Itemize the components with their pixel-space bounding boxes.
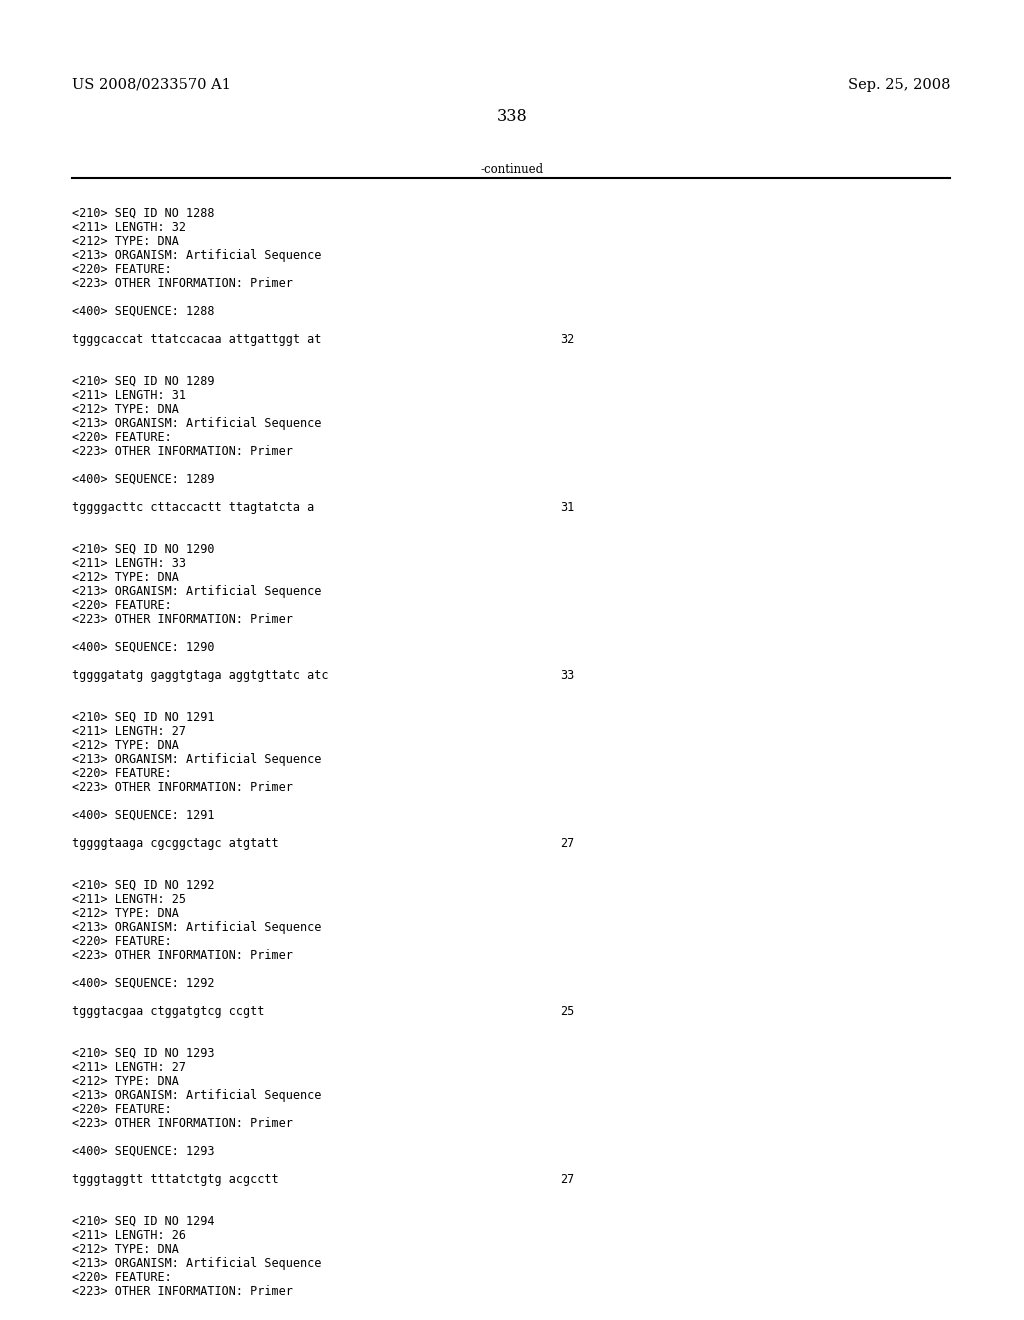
Text: tgggcaccat ttatccacaa attgattggt at: tgggcaccat ttatccacaa attgattggt at [72,333,322,346]
Text: <213> ORGANISM: Artificial Sequence: <213> ORGANISM: Artificial Sequence [72,417,322,430]
Text: US 2008/0233570 A1: US 2008/0233570 A1 [72,78,230,92]
Text: <210> SEQ ID NO 1289: <210> SEQ ID NO 1289 [72,375,214,388]
Text: <210> SEQ ID NO 1291: <210> SEQ ID NO 1291 [72,711,214,723]
Text: <220> FEATURE:: <220> FEATURE: [72,263,172,276]
Text: <220> FEATURE:: <220> FEATURE: [72,1271,172,1284]
Text: <213> ORGANISM: Artificial Sequence: <213> ORGANISM: Artificial Sequence [72,752,322,766]
Text: <223> OTHER INFORMATION: Primer: <223> OTHER INFORMATION: Primer [72,1284,293,1298]
Text: <211> LENGTH: 25: <211> LENGTH: 25 [72,894,186,906]
Text: 31: 31 [560,502,574,513]
Text: tgggtacgaa ctggatgtcg ccgtt: tgggtacgaa ctggatgtcg ccgtt [72,1005,264,1018]
Text: <211> LENGTH: 33: <211> LENGTH: 33 [72,557,186,570]
Text: <212> TYPE: DNA: <212> TYPE: DNA [72,1243,179,1257]
Text: <210> SEQ ID NO 1294: <210> SEQ ID NO 1294 [72,1214,214,1228]
Text: <220> FEATURE:: <220> FEATURE: [72,432,172,444]
Text: <212> TYPE: DNA: <212> TYPE: DNA [72,403,179,416]
Text: tggggacttc cttaccactt ttagtatcta a: tggggacttc cttaccactt ttagtatcta a [72,502,314,513]
Text: tgggtaggtt tttatctgtg acgcctt: tgggtaggtt tttatctgtg acgcctt [72,1173,279,1185]
Text: <212> TYPE: DNA: <212> TYPE: DNA [72,1074,179,1088]
Text: <213> ORGANISM: Artificial Sequence: <213> ORGANISM: Artificial Sequence [72,921,322,935]
Text: <400> SEQUENCE: 1290: <400> SEQUENCE: 1290 [72,642,214,653]
Text: <212> TYPE: DNA: <212> TYPE: DNA [72,235,179,248]
Text: <210> SEQ ID NO 1293: <210> SEQ ID NO 1293 [72,1047,214,1060]
Text: <212> TYPE: DNA: <212> TYPE: DNA [72,572,179,583]
Text: <211> LENGTH: 27: <211> LENGTH: 27 [72,725,186,738]
Text: <211> LENGTH: 27: <211> LENGTH: 27 [72,1061,186,1074]
Text: <400> SEQUENCE: 1288: <400> SEQUENCE: 1288 [72,305,214,318]
Text: 25: 25 [560,1005,574,1018]
Text: <400> SEQUENCE: 1293: <400> SEQUENCE: 1293 [72,1144,214,1158]
Text: <400> SEQUENCE: 1292: <400> SEQUENCE: 1292 [72,977,214,990]
Text: 33: 33 [560,669,574,682]
Text: tggggatatg gaggtgtaga aggtgttatc atc: tggggatatg gaggtgtaga aggtgttatc atc [72,669,329,682]
Text: <220> FEATURE:: <220> FEATURE: [72,767,172,780]
Text: 27: 27 [560,1173,574,1185]
Text: 32: 32 [560,333,574,346]
Text: <220> FEATURE:: <220> FEATURE: [72,599,172,612]
Text: <213> ORGANISM: Artificial Sequence: <213> ORGANISM: Artificial Sequence [72,249,322,261]
Text: <223> OTHER INFORMATION: Primer: <223> OTHER INFORMATION: Primer [72,781,293,795]
Text: <211> LENGTH: 32: <211> LENGTH: 32 [72,220,186,234]
Text: <223> OTHER INFORMATION: Primer: <223> OTHER INFORMATION: Primer [72,1117,293,1130]
Text: <223> OTHER INFORMATION: Primer: <223> OTHER INFORMATION: Primer [72,949,293,962]
Text: <220> FEATURE:: <220> FEATURE: [72,1104,172,1115]
Text: <213> ORGANISM: Artificial Sequence: <213> ORGANISM: Artificial Sequence [72,1257,322,1270]
Text: <223> OTHER INFORMATION: Primer: <223> OTHER INFORMATION: Primer [72,277,293,290]
Text: <213> ORGANISM: Artificial Sequence: <213> ORGANISM: Artificial Sequence [72,585,322,598]
Text: <210> SEQ ID NO 1292: <210> SEQ ID NO 1292 [72,879,214,892]
Text: <223> OTHER INFORMATION: Primer: <223> OTHER INFORMATION: Primer [72,445,293,458]
Text: <211> LENGTH: 31: <211> LENGTH: 31 [72,389,186,403]
Text: <223> OTHER INFORMATION: Primer: <223> OTHER INFORMATION: Primer [72,612,293,626]
Text: <211> LENGTH: 26: <211> LENGTH: 26 [72,1229,186,1242]
Text: <213> ORGANISM: Artificial Sequence: <213> ORGANISM: Artificial Sequence [72,1089,322,1102]
Text: tggggtaaga cgcggctagc atgtatt: tggggtaaga cgcggctagc atgtatt [72,837,279,850]
Text: <212> TYPE: DNA: <212> TYPE: DNA [72,907,179,920]
Text: 27: 27 [560,837,574,850]
Text: <400> SEQUENCE: 1289: <400> SEQUENCE: 1289 [72,473,214,486]
Text: -continued: -continued [480,162,544,176]
Text: <210> SEQ ID NO 1290: <210> SEQ ID NO 1290 [72,543,214,556]
Text: <210> SEQ ID NO 1288: <210> SEQ ID NO 1288 [72,207,214,220]
Text: Sep. 25, 2008: Sep. 25, 2008 [848,78,950,92]
Text: 338: 338 [497,108,527,125]
Text: <220> FEATURE:: <220> FEATURE: [72,935,172,948]
Text: <212> TYPE: DNA: <212> TYPE: DNA [72,739,179,752]
Text: <400> SEQUENCE: 1291: <400> SEQUENCE: 1291 [72,809,214,822]
